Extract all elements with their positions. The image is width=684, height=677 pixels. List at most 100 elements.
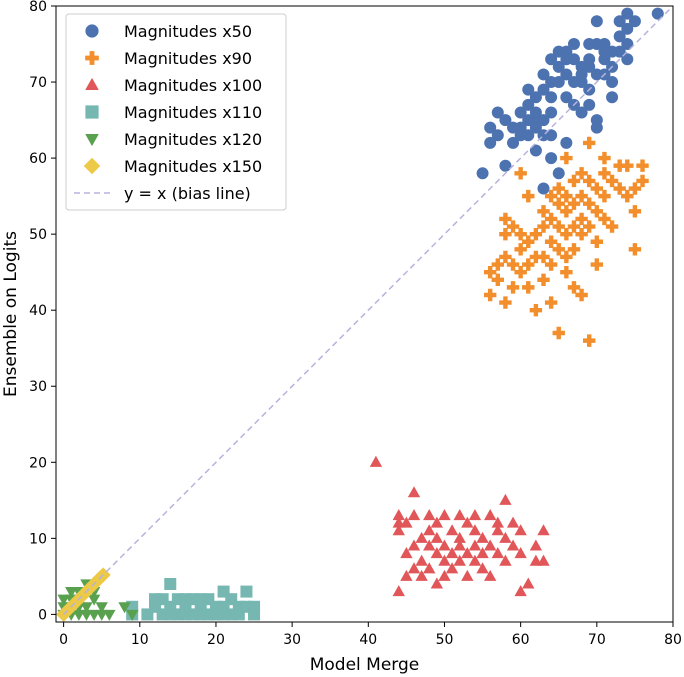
data-point [514,524,527,536]
data-point [468,539,482,551]
data-point [499,296,512,309]
data-point [590,121,603,134]
data-point [567,281,581,294]
legend-swatch [85,24,99,38]
data-point [575,167,588,180]
data-point [590,15,603,28]
y-tick-label: 50 [29,227,47,243]
data-point [392,524,405,536]
data-point [514,585,527,597]
data-point [514,121,527,134]
data-point [514,547,527,559]
data-point [560,151,573,165]
data-point [537,83,550,96]
data-point [583,136,596,150]
data-point [514,243,527,256]
ticks-layer: 0 10 20 30 40 50 60 70 80 0 10 20 30 40 50 60 70 80 [29,0,682,648]
data-point [613,15,626,28]
legend-entry: Magnitudes x100 [85,76,262,95]
data-point [423,539,436,551]
data-point [544,212,558,226]
data-point [95,602,108,614]
data-point [468,524,482,536]
data-point [583,53,596,66]
data-point [529,106,542,119]
data-point [537,182,550,195]
data-point [179,608,192,621]
y-tick-label: 80 [29,0,47,15]
y-tick-label: 70 [29,75,47,91]
data-point [164,577,177,590]
data-point [415,554,428,566]
data-point [514,227,527,241]
x-tick-label: 20 [207,632,225,648]
data-point [537,205,550,218]
data-point [499,250,512,264]
data-point [522,98,535,111]
data-point [583,197,596,210]
legend-label: Magnitudes x110 [124,103,262,122]
data-point [545,106,558,119]
data-point [567,38,580,51]
data-point [628,182,642,195]
data-point [400,547,413,559]
data-point [468,554,482,566]
data-point [575,227,588,241]
data-point [628,15,641,28]
data-point [575,106,588,119]
data-point [560,53,573,66]
data-point [499,159,512,172]
data-point [560,91,573,104]
data-point [407,562,421,574]
data-point [537,114,550,127]
data-point [461,516,474,528]
data-point [537,220,550,233]
data-point [506,258,520,271]
data-point [445,547,459,559]
data-point [537,68,550,81]
y-axis-label: Ensemble on Logits [1,231,21,397]
y-tick-label: 20 [29,455,47,471]
data-point [651,7,664,20]
legend-swatch [85,77,99,91]
data-point [491,129,504,142]
data-point [514,167,527,180]
data-point [522,189,535,203]
data-point [545,129,558,142]
data-point [560,205,573,218]
legend-entry: y = x (bias line) [74,184,251,203]
data-point [545,91,558,104]
data-point [537,524,550,536]
data-point [544,258,558,271]
data-point [514,106,527,119]
data-point [590,235,604,248]
data-point [529,250,543,264]
data-point [529,121,542,134]
data-point [621,189,634,203]
data-point [598,189,611,203]
legend-swatch [85,133,99,147]
data-point [605,174,619,188]
data-point [506,516,520,528]
legend-label: Magnitudes x50 [124,22,252,41]
data-point [552,220,565,233]
data-point [491,516,504,528]
data-point [567,174,581,188]
data-point [545,152,558,165]
data-point [621,7,634,20]
data-point [438,554,451,566]
data-point [598,45,611,58]
data-point [476,167,489,180]
data-point [522,281,535,294]
data-point [606,91,619,104]
data-point [423,509,436,521]
series-magnitudes-x50 [476,7,664,195]
data-point [499,493,512,505]
legend-label: y = x (bias line) [124,184,251,203]
data-point [476,562,489,574]
data-point [552,326,565,340]
data-point [583,174,596,188]
x-axis-label: Model Merge [310,655,420,675]
data-point [522,235,535,248]
data-point [415,531,428,543]
